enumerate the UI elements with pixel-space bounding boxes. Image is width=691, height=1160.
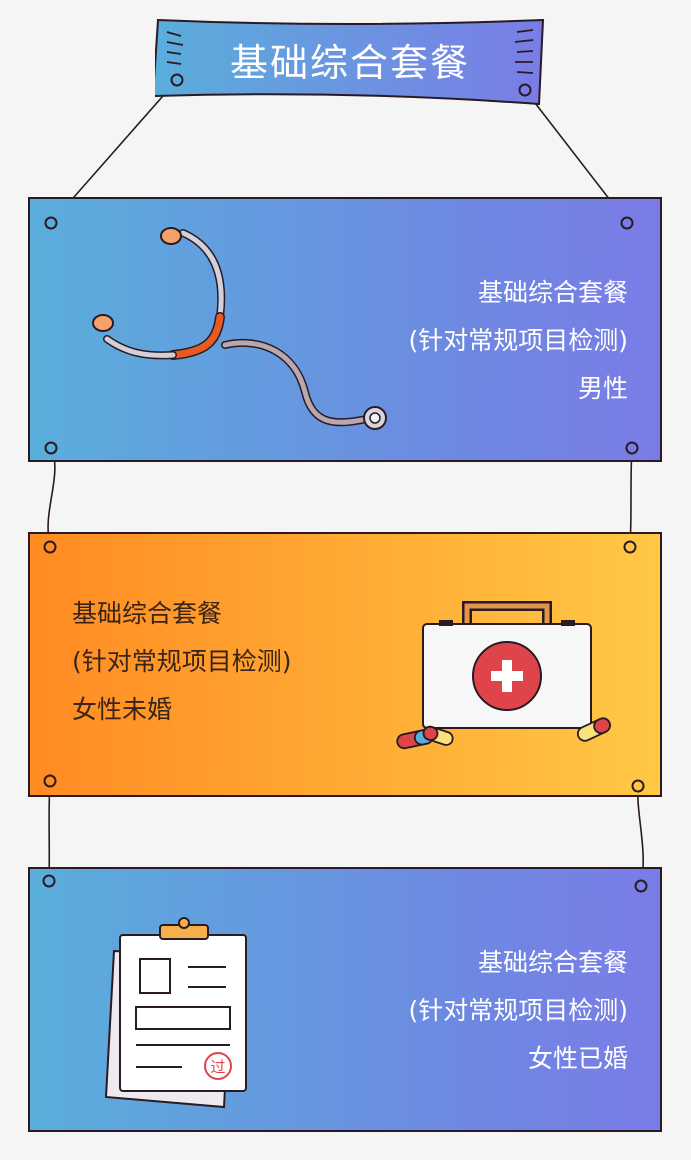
package-title: 基础综合套餐 xyxy=(477,278,628,307)
banner-ribbon xyxy=(155,18,545,106)
package-card-female-married[interactable]: 过 基础综合套餐 (针对常规项目检测) 女性已婚 xyxy=(28,867,662,1132)
package-title: 基础综合套餐 xyxy=(72,599,223,628)
banner-title: 基础综合套餐 xyxy=(229,40,470,85)
package-card-male[interactable]: 基础综合套餐 (针对常规项目检测) 男性 xyxy=(28,197,662,462)
package-text: 基础综合套餐 (针对常规项目检测) 女性已婚 xyxy=(408,939,628,1083)
first-aid-kit-icon xyxy=(396,601,611,750)
package-text: 基础综合套餐 (针对常规项目检测) 男性 xyxy=(408,269,628,413)
package-title: 基础综合套餐 xyxy=(477,948,628,977)
package-subtitle: (针对常规项目检测) xyxy=(72,647,292,676)
clipboard-report-icon: 过 xyxy=(104,917,247,1109)
stamp-text: 过 xyxy=(210,1058,225,1076)
approved-stamp-icon xyxy=(204,1052,232,1080)
package-text: 基础综合套餐 (针对常规项目检测) 女性未婚 xyxy=(72,590,292,734)
title-banner: 基础综合套餐 xyxy=(155,18,545,106)
package-target: 女性已婚 xyxy=(527,1044,628,1073)
package-target: 男性 xyxy=(577,374,628,403)
package-target: 女性未婚 xyxy=(72,695,173,724)
package-card-female-unmarried[interactable]: 基础综合套餐 (针对常规项目检测) 女性未婚 xyxy=(28,532,662,797)
stethoscope-icon xyxy=(92,227,387,430)
package-subtitle: (针对常规项目检测) xyxy=(408,326,628,355)
package-subtitle: (针对常规项目检测) xyxy=(408,996,628,1025)
